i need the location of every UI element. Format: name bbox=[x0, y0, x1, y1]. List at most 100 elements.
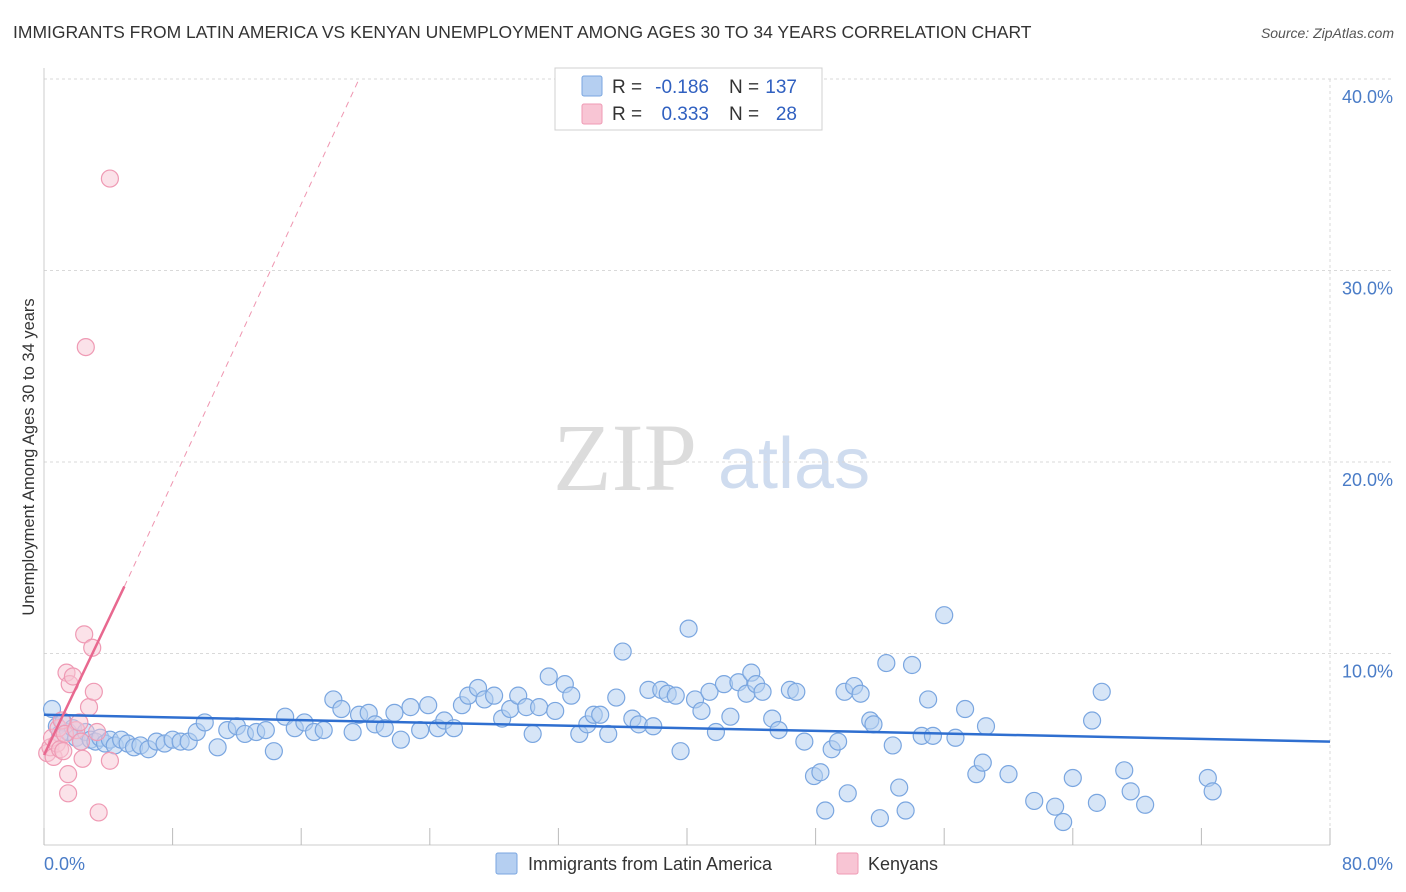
y-tick-labels: 10.0% 20.0% 30.0% 40.0% bbox=[1342, 87, 1393, 682]
point-latin-america-27 bbox=[208, 738, 227, 757]
legend-n-value-2: 28 bbox=[776, 104, 797, 125]
trend-line-kenyans-extension bbox=[123, 78, 360, 587]
point-latin-america-123 bbox=[955, 699, 975, 719]
point-kenyans-12 bbox=[59, 784, 78, 803]
point-latin-america-65 bbox=[539, 667, 558, 686]
point-latin-america-47 bbox=[391, 730, 410, 749]
point-kenyans-16 bbox=[70, 713, 89, 732]
chart-source: Source: ZipAtlas.com bbox=[1261, 25, 1394, 41]
point-latin-america-84 bbox=[679, 619, 698, 638]
point-latin-america-127 bbox=[999, 765, 1018, 784]
point-latin-america-90 bbox=[721, 707, 740, 726]
point-latin-america-32 bbox=[256, 720, 275, 740]
legend-n-value-1: 137 bbox=[765, 77, 797, 98]
legend-r-value-2: 0.333 bbox=[661, 104, 709, 125]
point-kenyans-18 bbox=[73, 749, 92, 768]
point-latin-america-129 bbox=[1046, 797, 1065, 816]
legend-r-value-1: -0.186 bbox=[655, 77, 709, 98]
point-latin-america-49 bbox=[411, 720, 430, 740]
point-latin-america-120 bbox=[923, 726, 943, 745]
point-latin-america-114 bbox=[883, 736, 902, 755]
point-latin-america-109 bbox=[851, 684, 870, 703]
legend-n-label-2: N = bbox=[729, 104, 759, 125]
x-tick-labels: 0.0% 80.0% bbox=[44, 854, 1393, 874]
point-latin-america-75 bbox=[613, 642, 632, 661]
point-latin-america-83 bbox=[671, 742, 690, 761]
legend-r-label-2: R = bbox=[612, 104, 642, 125]
point-latin-america-46 bbox=[385, 703, 404, 722]
point-latin-america-82 bbox=[666, 686, 685, 705]
watermark-atlas: atlas bbox=[718, 424, 870, 504]
point-kenyans-24 bbox=[87, 722, 107, 742]
point-latin-america-119 bbox=[919, 690, 938, 709]
point-latin-america-100 bbox=[795, 732, 814, 751]
point-latin-america-122 bbox=[946, 728, 965, 747]
point-latin-america-113 bbox=[877, 653, 896, 673]
x-tick-label-min: 0.0% bbox=[44, 854, 85, 874]
legend-n-label-1: N = bbox=[729, 77, 759, 98]
point-latin-america-66 bbox=[546, 701, 565, 721]
legend-swatch-blue bbox=[581, 75, 603, 97]
point-latin-america-132 bbox=[1082, 711, 1102, 730]
y-tick-label-0: 10.0% bbox=[1342, 662, 1393, 682]
point-kenyans-23 bbox=[84, 682, 103, 701]
point-latin-america-102 bbox=[811, 763, 830, 782]
point-latin-america-116 bbox=[896, 801, 915, 820]
bottom-legend-label-pink: Kenyans bbox=[868, 854, 938, 874]
point-latin-america-88 bbox=[706, 722, 726, 742]
point-latin-america-134 bbox=[1092, 682, 1111, 701]
series-immigrants-latin-america bbox=[42, 606, 1222, 832]
legend-swatch-pink bbox=[581, 103, 603, 125]
x-tick-label-max: 80.0% bbox=[1342, 854, 1393, 874]
point-latin-america-137 bbox=[1136, 795, 1155, 814]
bottom-legend-label-blue: Immigrants from Latin America bbox=[528, 854, 773, 874]
point-latin-america-112 bbox=[870, 809, 890, 828]
point-latin-america-135 bbox=[1115, 761, 1134, 780]
point-latin-america-72 bbox=[591, 705, 610, 724]
point-kenyans-20 bbox=[76, 338, 95, 357]
point-latin-america-40 bbox=[332, 699, 351, 719]
watermark: ZIP atlas bbox=[553, 404, 870, 511]
point-latin-america-131 bbox=[1063, 768, 1082, 788]
bottom-legend-swatch-pink bbox=[836, 852, 859, 875]
chart-title: IMMIGRANTS FROM LATIN AMERICA VS KENYAN … bbox=[13, 22, 1032, 42]
legend-r-label-1: R = bbox=[612, 77, 642, 98]
point-kenyans-11 bbox=[59, 765, 78, 784]
y-tick-label-3: 40.0% bbox=[1342, 87, 1393, 107]
point-latin-america-87 bbox=[700, 682, 719, 701]
point-latin-america-95 bbox=[753, 682, 772, 701]
point-latin-america-68 bbox=[562, 686, 581, 705]
series-kenyans bbox=[38, 169, 120, 822]
point-kenyans-17 bbox=[71, 732, 91, 751]
point-latin-america-38 bbox=[314, 720, 333, 740]
point-latin-america-107 bbox=[838, 784, 857, 803]
point-latin-america-136 bbox=[1121, 782, 1140, 801]
point-latin-america-133 bbox=[1087, 793, 1107, 812]
trend-line-latin-america bbox=[43, 713, 1331, 743]
watermark-zip: ZIP bbox=[553, 404, 697, 511]
point-kenyans-8 bbox=[54, 742, 73, 761]
point-latin-america-117 bbox=[902, 655, 922, 675]
point-latin-america-26 bbox=[195, 713, 214, 732]
point-kenyans-25 bbox=[89, 803, 108, 822]
y-tick-label-1: 20.0% bbox=[1342, 470, 1393, 490]
point-latin-america-58 bbox=[485, 686, 504, 705]
point-latin-america-74 bbox=[607, 688, 626, 707]
point-kenyans-27 bbox=[100, 169, 120, 188]
point-kenyans-26 bbox=[100, 751, 120, 770]
point-latin-america-33 bbox=[264, 742, 283, 761]
bottom-legend-swatch-blue bbox=[495, 852, 518, 875]
point-latin-america-64 bbox=[530, 698, 549, 717]
point-latin-america-126 bbox=[976, 717, 996, 736]
point-latin-america-86 bbox=[692, 701, 711, 721]
point-latin-america-103 bbox=[816, 801, 835, 820]
point-latin-america-139 bbox=[1203, 782, 1222, 801]
point-latin-america-45 bbox=[375, 719, 394, 738]
y-tick-label-2: 30.0% bbox=[1342, 279, 1393, 299]
point-latin-america-48 bbox=[401, 698, 420, 717]
point-latin-america-128 bbox=[1025, 791, 1044, 811]
y-axis-label: Unemployment Among Ages 30 to 34 years bbox=[20, 298, 38, 615]
point-kenyans-21 bbox=[79, 698, 99, 717]
point-latin-america-121 bbox=[935, 606, 954, 625]
